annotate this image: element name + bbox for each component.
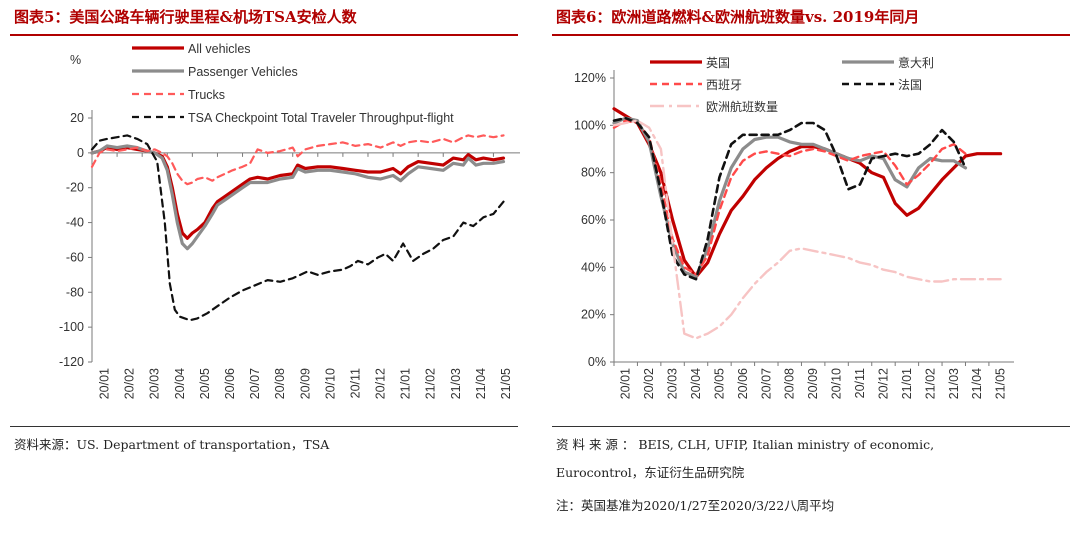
left-chart-title: 图表5：美国公路车辆行驶里程&机场TSA安检人数 [14,8,357,26]
series-line-欧洲航班数量 [612,119,1002,340]
x-tick-label: 21/04 [970,368,984,399]
x-tick-label: 21/05 [499,368,513,399]
left-bottom-rule [10,426,518,427]
series-line-All vehicles [90,145,506,240]
y-tick-label: -120 [59,355,84,369]
x-tick-label: 20/09 [806,368,820,399]
y-tick-label: 120% [574,71,606,85]
left-panel: 图表5：美国公路车辆行驶里程&机场TSA安检人数 20 0 -20 -40 -60 -80… [0,0,528,542]
series-line-Passenger Vehicles [90,144,506,251]
legend-label: TSA Checkpoint Total Traveler Throughput… [188,111,454,125]
left-chart: 20 0 -20 -40 -60 -80 -100 -120 20/01 20/02 20/03 20… [59,42,520,399]
legend-label: All vehicles [188,42,251,56]
x-tick-label: 20/01 [619,368,633,399]
x-tick-label: 20/02 [642,368,656,399]
y-tick-label: 0 [77,146,84,160]
x-tick-label: 20/05 [198,368,212,399]
x-tick-label: 20/03 [666,368,680,399]
y-tick-label: 20 [70,111,84,125]
x-tick-label: 20/04 [173,368,187,399]
x-tick-label: 20/01 [98,368,112,399]
series-line-英国 [612,107,1003,279]
x-tick-label: 20/04 [689,368,703,399]
right-title-rule [552,34,1070,36]
legend-label: 意大利 [898,55,934,70]
x-tick-label: 20/09 [298,368,312,399]
right-bottom-rule [552,426,1070,427]
series-line-TSA Checkpoint Total Traveler Throughput-flight [90,134,505,322]
x-tick-label: 20/03 [148,368,162,399]
x-tick-label: 20/12 [374,368,388,399]
y-unit-label: % [70,53,81,67]
x-tick-label: 20/07 [248,368,262,399]
legend-label: 欧洲航班数量 [706,99,778,114]
x-tick-label: 21/03 [449,368,463,399]
x-tick-label: 20/07 [759,368,773,399]
y-tick-label: 80% [581,166,606,180]
right-source-line2: Eurocontrol，东证衍生品研究院 [556,465,745,480]
x-tick-label: 20/11 [853,368,867,398]
left-title-rule [10,34,518,36]
legend-label: 法国 [898,78,922,92]
y-tick-label: -60 [66,250,84,264]
right-note: 注：英国基准为2020/1/27至2020/3/22八周平均 [556,498,835,513]
x-tick-label: 21/02 [923,368,937,399]
right-panel: 图表6：欧洲道路燃料&欧洲航班数量vs. 2019年同月 0% 20% 40% 60%… [542,0,1080,542]
left-source-text: 资料来源：US. Department of transportation，TS… [14,437,330,452]
x-tick-label: 20/06 [736,368,750,399]
y-tick-label: 40% [581,260,606,274]
right-source-line1: 资 料 来 源 ： BEIS, CLH, UFIP, Italian minis… [556,437,935,452]
x-tick-label: 21/01 [399,368,413,399]
x-tick-label: 20/08 [273,368,287,399]
y-tick-label: 60% [581,213,606,227]
y-tick-label: -100 [59,320,84,334]
x-tick-label: 21/04 [474,368,488,399]
x-tick-label: 20/08 [783,368,797,399]
series-line-法国 [612,116,967,281]
x-tick-label: 20/06 [223,368,237,399]
legend-label: Trucks [188,88,225,102]
y-tick-label: 100% [574,118,606,132]
right-chart: 0% 20% 40% 60% 80% 100% 120% 20/01 20/02 20/03 20/… [574,55,1014,399]
y-tick-label: 0% [588,355,606,369]
x-tick-label: 21/03 [947,368,961,399]
series-line-西班牙 [612,119,967,276]
y-tick-label: -20 [66,181,84,195]
x-tick-label: 21/01 [900,368,914,399]
x-tick-label: 20/02 [123,368,137,399]
legend-label: 西班牙 [706,78,742,92]
x-tick-label: 20/12 [876,368,890,399]
legend-label: Passenger Vehicles [188,65,298,79]
x-tick-label: 21/05 [994,368,1008,399]
y-tick-label: 20% [581,308,606,322]
x-tick-label: 20/11 [348,368,362,398]
x-tick-label: 20/10 [323,368,337,399]
right-chart-title: 图表6：欧洲道路燃料&欧洲航班数量vs. 2019年同月 [556,8,920,26]
series-line-Trucks [90,134,505,186]
x-tick-label: 20/05 [712,368,726,399]
x-tick-label: 21/02 [424,368,438,399]
y-tick-label: -40 [66,216,84,230]
legend-label: 英国 [706,56,730,70]
y-tick-label: -80 [66,285,84,299]
x-tick-label: 20/10 [830,368,844,399]
